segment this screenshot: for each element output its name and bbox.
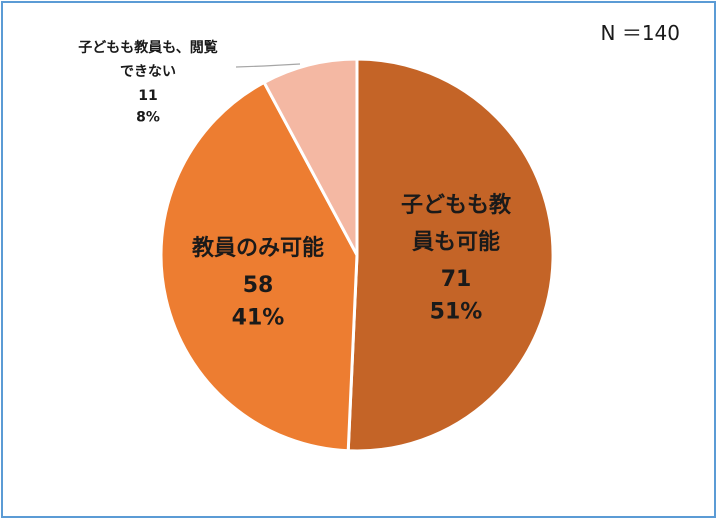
slice-percent-0: 51% bbox=[430, 299, 483, 324]
pie-slice-0 bbox=[346, 57, 555, 453]
pie-slice-1 bbox=[159, 80, 359, 453]
pie-slices bbox=[159, 57, 555, 453]
slice-label-1-line-0: 教員のみ可能 bbox=[192, 235, 324, 261]
slice-label-0-line-1: 員も可能 bbox=[411, 229, 500, 255]
slice-label-0-line-0: 子どもも教 bbox=[401, 192, 512, 218]
slice-label-2-line-0: 子どもも教員も、閲覧 bbox=[78, 39, 218, 56]
slice-percent-2: 8% bbox=[136, 110, 160, 126]
slice-count-0: 71 bbox=[441, 267, 472, 292]
pie-slice-2 bbox=[262, 57, 359, 257]
slice-label-2-line-1: できない bbox=[120, 64, 176, 80]
leader-line-small-slice bbox=[235, 63, 301, 68]
sample-size-label: N ＝140 bbox=[601, 21, 681, 45]
slice-percent-1: 41% bbox=[232, 305, 285, 330]
leader-lines bbox=[235, 63, 301, 68]
slice-count-2: 11 bbox=[138, 88, 157, 104]
slice-count-1: 58 bbox=[243, 273, 274, 298]
